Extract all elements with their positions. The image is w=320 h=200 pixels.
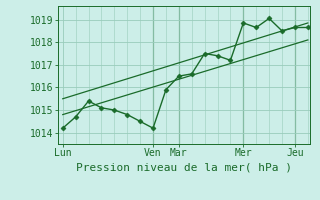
X-axis label: Pression niveau de la mer( hPa ): Pression niveau de la mer( hPa ) (76, 162, 292, 172)
